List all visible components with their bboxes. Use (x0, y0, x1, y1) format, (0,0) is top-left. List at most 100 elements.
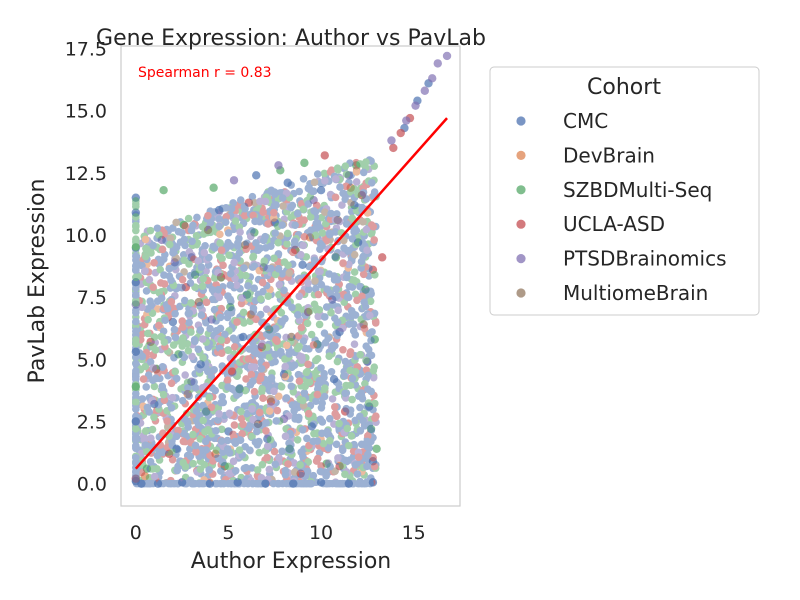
cloud-point (309, 341, 318, 349)
cloud-point (305, 262, 313, 271)
cloud-point (149, 241, 157, 250)
cloud-point (167, 298, 176, 306)
cloud-point (278, 447, 286, 456)
cloud-point (210, 366, 218, 374)
cloud-point (272, 335, 280, 344)
cloud-point (221, 218, 230, 226)
cloud-point (143, 403, 152, 412)
cloud-point (265, 407, 274, 415)
point-ucla-asd (389, 143, 398, 153)
cloud-point (249, 377, 257, 385)
cloud-point (236, 333, 245, 342)
cloud-point (217, 246, 226, 255)
cloud-point (263, 264, 272, 273)
cloud-point (259, 208, 267, 216)
cloud-point (242, 245, 251, 253)
cloud-point (141, 362, 150, 371)
cloud-point (150, 333, 159, 341)
cloud-point (370, 236, 379, 244)
cloud-point (310, 225, 319, 234)
cloud-point (255, 437, 263, 446)
cloud-point (226, 281, 235, 289)
cloud-point (282, 394, 291, 402)
cloud-point (178, 275, 187, 284)
cloud-point (148, 309, 157, 318)
cloud-point (174, 426, 182, 435)
cloud-point (167, 379, 176, 388)
cloud-point (273, 406, 282, 415)
cloud-point (172, 218, 180, 227)
cloud-point (291, 221, 299, 229)
cloud-point (192, 448, 200, 456)
cloud-point (356, 412, 364, 421)
cloud-point (206, 228, 215, 237)
cloud-point (266, 435, 275, 444)
cloud-point (191, 441, 200, 450)
cloud-point (357, 257, 366, 266)
cloud-point (132, 436, 140, 444)
cloud-point (149, 364, 158, 372)
cloud-point (230, 421, 239, 429)
cloud-point (211, 479, 220, 488)
cloud-point (353, 470, 362, 478)
y-tick-label: 10.0 (65, 225, 107, 247)
cloud-point (340, 479, 349, 488)
cloud-point (281, 432, 290, 441)
cloud-point (132, 222, 140, 231)
cloud-point (363, 437, 371, 446)
cloud-point (199, 353, 207, 362)
cloud-point (322, 303, 331, 311)
cloud-point (299, 205, 308, 214)
cloud-point (366, 479, 374, 488)
cloud-point (174, 479, 182, 488)
cloud-point (132, 359, 140, 368)
cloud-point (305, 378, 314, 386)
legend-marker-cmc (516, 116, 526, 126)
cloud-point (215, 215, 223, 223)
cloud-point (214, 285, 223, 294)
cloud-point (180, 296, 189, 305)
cloud-point (236, 228, 244, 236)
cloud-point (237, 407, 245, 416)
cloud-point (218, 392, 227, 401)
cloud-point (163, 417, 171, 425)
cloud-point (320, 169, 329, 178)
cloud-point (293, 344, 302, 353)
legend-label-cmc: CMC (563, 109, 608, 133)
cloud-point (132, 353, 140, 361)
cloud-point (223, 436, 232, 445)
cloud-point (341, 357, 350, 366)
cloud-point (205, 466, 213, 474)
cloud-point (360, 479, 369, 488)
cloud-point (132, 398, 140, 407)
cloud-point (342, 170, 351, 178)
legend-marker-devbrain (516, 150, 526, 160)
point-szbdmulti-seq (159, 186, 168, 195)
cloud-point (284, 446, 293, 454)
cloud-point (283, 240, 291, 248)
cloud-point (344, 441, 353, 450)
cloud-point (371, 414, 379, 422)
cloud-point (227, 367, 236, 375)
cloud-point (262, 419, 270, 427)
cloud-point (299, 175, 308, 183)
cloud-point (280, 258, 289, 266)
x-tick-label: 15 (402, 522, 426, 544)
cloud-point (356, 403, 364, 412)
cloud-point (261, 232, 269, 241)
cloud-point (221, 330, 229, 339)
cloud-point (281, 470, 290, 479)
cloud-point (334, 306, 343, 315)
spearman-annotation: Spearman r = 0.83 (138, 65, 272, 81)
cloud-point (304, 279, 312, 287)
cloud-point (275, 281, 284, 289)
cloud-point (184, 309, 193, 318)
cloud-point (207, 403, 216, 412)
legend-label-szbdmulti-seq: SZBDMulti-Seq (563, 178, 712, 202)
cloud-point (368, 328, 376, 336)
cloud-point (284, 460, 292, 468)
cloud-point (321, 208, 329, 216)
cloud-point (294, 311, 302, 319)
cloud-point (204, 479, 213, 488)
cloud-point (146, 297, 154, 305)
